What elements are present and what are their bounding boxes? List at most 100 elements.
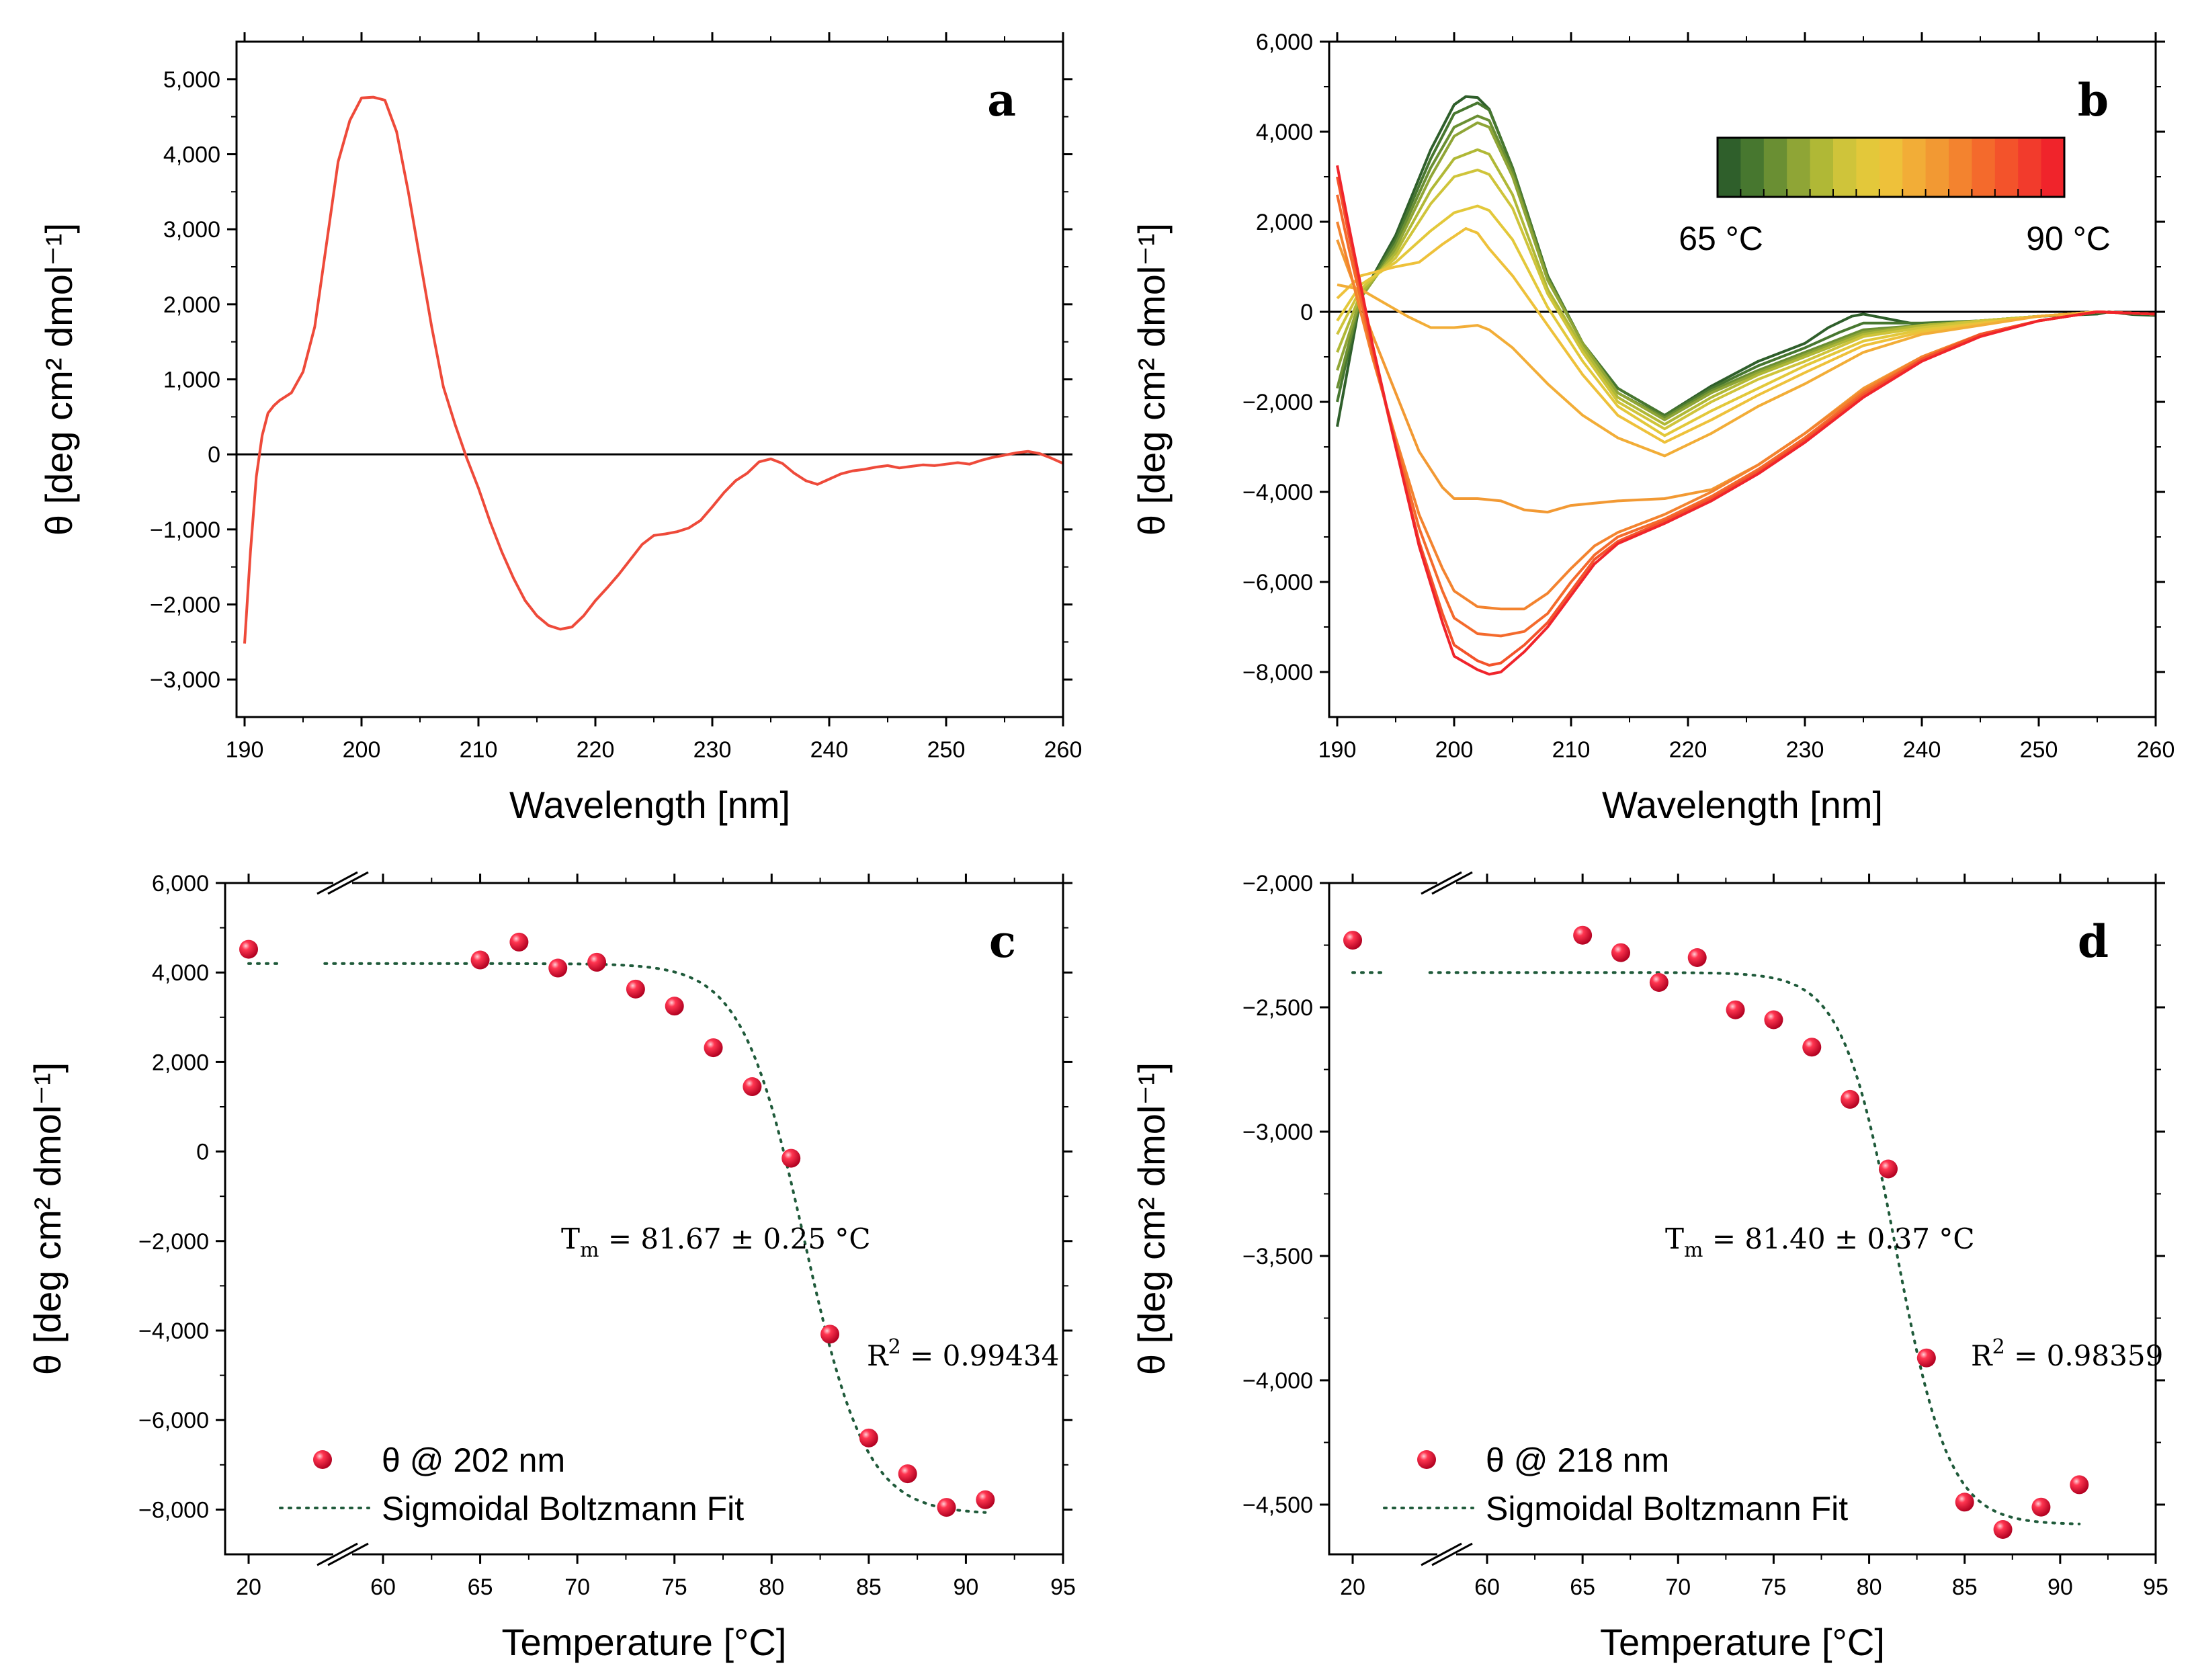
axis-break-gap [333,879,352,887]
colorbar-swatch [1994,138,2019,197]
r2-annotation: R2 = 0.99434 [867,1335,1059,1372]
legend: θ @ 218 nm Sigmoidal Boltzmann Fit [1383,1441,1848,1527]
data-point [239,939,258,959]
data-point [820,1325,840,1344]
plot-frame-a [235,40,1064,718]
data-point [587,952,607,972]
x-tick-label: 85 [1952,1574,1978,1600]
data-point [2070,1475,2089,1495]
x-tick-label: 20 [1340,1574,1365,1600]
colorbar-swatch [1787,138,1811,197]
y-tick-label: −2,000 [1242,390,1313,415]
colorbar-border [1716,136,2066,198]
data-point [1841,1089,1860,1109]
y-tick-label: 6,000 [152,871,209,896]
axis-break-mark [1421,1542,1462,1566]
x-tick-label: 90 [954,1574,979,1600]
x-tick-label: 220 [577,737,615,763]
axis-break-mark [327,871,369,895]
data-point [704,1038,723,1058]
fit-curve [1428,971,2081,1525]
tm-annotation: Tm = 81.67 ± 0.25 °C [561,1222,871,1262]
x-tick-label: 190 [1318,737,1357,763]
colorbar-swatch [1833,138,1857,197]
x-tick-label: 240 [810,737,849,763]
y-tick-label: 0 [196,1140,209,1165]
legend-label-fit: Sigmoidal Boltzmann Fit [1486,1490,1848,1527]
axis-break-mark [1431,1542,1473,1566]
y-tick-label: 6,000 [1256,30,1313,55]
data-point [1993,1520,2013,1539]
data-point [1611,943,1630,962]
series-line-0 [243,95,1064,644]
y-tick-label: −6,000 [1242,570,1313,595]
x-tick-label: 60 [1474,1574,1500,1600]
axis-break-gap [1437,879,1456,887]
data-point [1764,1010,1783,1030]
series-line-8 [1337,283,2156,458]
data-point [2031,1497,2051,1517]
tm-symbol: T [561,1222,580,1255]
data-point [976,1490,995,1509]
x-axis-label: Temperature [°C] [502,1621,787,1663]
axis-break-mark [316,1542,358,1566]
y-tick-label: −2,000 [150,593,220,618]
tm-subscript: m [580,1238,599,1262]
y-tick-label: −4,000 [138,1318,209,1344]
y-axis-label: θ [deg cm² dmol⁻¹] [26,1062,69,1375]
x-tick-label: 85 [856,1574,882,1600]
x-tick-label: 250 [2020,737,2058,763]
y-tick-label: 2,000 [152,1050,209,1075]
x-tick-label: 65 [468,1574,493,1600]
x-tick-label: 230 [693,737,732,763]
data-point [1687,948,1707,967]
panel-label: c [989,915,1016,968]
y-axis-label: θ [deg cm² dmol⁻¹] [1130,223,1173,536]
data-point [1573,925,1593,945]
y-tick-label: 1,000 [163,368,220,393]
chart-panel-b: 190 200 210 220 230 240 250 260 −8,000 −6,000 −4,0… [1130,30,2174,826]
x-tick-label: 260 [1044,737,1083,763]
r2-value: = 0.99434 [901,1339,1060,1372]
data-point [898,1464,917,1484]
y-tick-label: 2,000 [1256,210,1313,235]
colorbar-swatch [1879,138,1903,197]
y-tick-label: 2,000 [163,292,220,318]
r2-symbol: R [867,1339,889,1372]
colorbar-swatch [1740,138,1765,197]
y-tick-label: −3,000 [150,667,220,693]
x-tick-label: 75 [662,1574,687,1600]
panel-label: a [987,74,1016,126]
y-tick-label: 0 [208,442,220,468]
y-tick-label: 4,000 [1256,120,1313,145]
series-line-11 [1336,194,2156,638]
x-tick-label: 80 [759,1574,784,1600]
axis-break-mark [1431,871,1473,895]
plot-frame-c [224,882,1064,1556]
data-point [470,950,490,970]
x-tick-label: 90 [2047,1574,2073,1600]
tm-value: = 81.40 ± 0.37 °C [1703,1222,1974,1255]
x-axis-label: Wavelength [nm] [509,784,790,826]
x-tick-label: 80 [1857,1574,1882,1600]
x-tick-label: 240 [1903,737,1941,763]
plot-frame-d [1328,882,2157,1556]
x-tick-label: 250 [927,737,966,763]
colorbar-swatch [2041,138,2065,197]
axis-break-mark [327,1542,369,1566]
tm-symbol: T [1665,1222,1684,1255]
axis-break-gap [333,1550,352,1558]
x-tick-label: 200 [1435,737,1474,763]
axis-break-mark [316,871,358,895]
colorbar-min-label: 65 °C [1679,220,1763,257]
y-tick-label: −2,000 [138,1229,209,1255]
y-tick-label: −4,000 [1242,480,1313,505]
chart-panel-d: 20 60 65 70 75 80 85 90 95 −4,500 −4,000 −3,500 −3,0… [1130,871,2168,1663]
x-tick-label: 70 [564,1574,590,1600]
series-line-10 [1336,221,2156,611]
y-tick-label: 4,000 [163,142,220,168]
y-axis-label: θ [deg cm² dmol⁻¹] [1130,1062,1173,1375]
legend-marker-points [1417,1450,1436,1469]
legend-label-points: θ @ 218 nm [1486,1441,1669,1479]
series-line-13 [1336,165,2156,676]
